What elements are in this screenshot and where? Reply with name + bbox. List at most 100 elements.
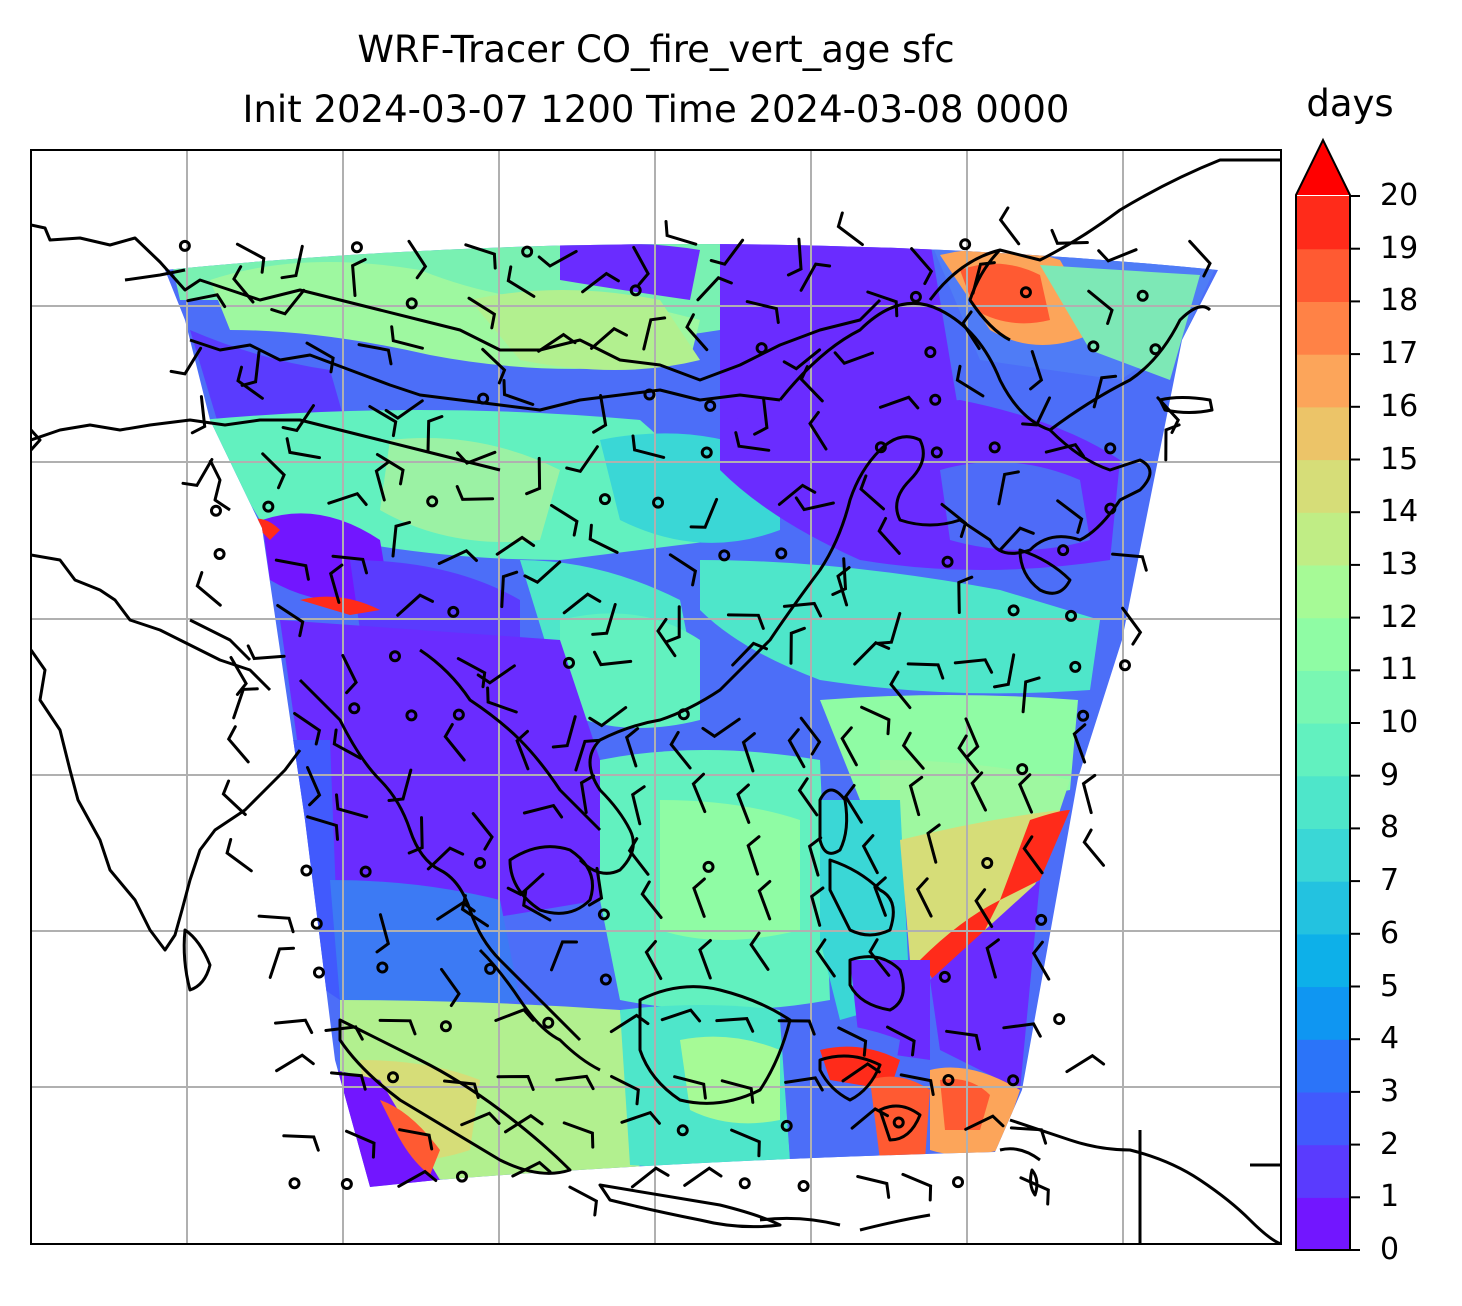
colorbar-band [1296, 459, 1350, 513]
wind-barb [504, 1113, 544, 1134]
calm-wind-circle [405, 709, 418, 722]
wind-barb [232, 265, 255, 304]
wind-barb [734, 431, 771, 452]
colorbar-tick-label: 20 [1380, 178, 1419, 213]
wind-barb [328, 563, 344, 604]
calm-wind-circle [1077, 709, 1090, 722]
wind-barb [332, 728, 363, 760]
wind-barb [555, 1074, 595, 1091]
calm-wind-circle [1087, 340, 1100, 353]
calm-wind-circle [1118, 659, 1131, 672]
plot-title-line-1: WRF-Tracer CO_fire_vert_age sfc [357, 28, 955, 71]
wind-barb [889, 670, 912, 710]
calm-wind-circle [981, 857, 994, 870]
wind-barb [833, 351, 874, 366]
wind-barb [550, 503, 579, 537]
calm-wind-circle [643, 388, 656, 401]
wind-barb [330, 1071, 367, 1091]
wind-barb [908, 775, 924, 817]
wind-barb [331, 554, 368, 575]
calm-wind-circle [563, 656, 576, 669]
calm-wind-circle [386, 1071, 399, 1084]
colorbar-band [1296, 354, 1350, 408]
calm-wind-circle [700, 446, 713, 459]
colorbar-tick-label: 13 [1380, 546, 1419, 582]
wind-barb [293, 712, 322, 746]
wind-barb [397, 1169, 438, 1188]
calm-wind-circle [929, 393, 942, 406]
calm-wind-circle [1136, 289, 1149, 302]
wind-barb [955, 364, 985, 398]
calm-wind-circle [704, 399, 717, 412]
wind-barb [506, 265, 536, 298]
calm-wind-circle [909, 290, 922, 303]
wind-barb [384, 399, 424, 420]
wind-barb [632, 245, 650, 286]
wind-barb [799, 365, 824, 403]
wind-barb [232, 687, 259, 720]
wind-barb [915, 877, 933, 918]
wind-barb [511, 1160, 552, 1178]
wind-barb [592, 394, 608, 434]
wind-barb [476, 664, 516, 685]
wind-barb [859, 474, 885, 511]
calm-wind-circle [676, 1124, 689, 1137]
wind-barb [1065, 1053, 1106, 1074]
wind-barb [537, 332, 577, 353]
wind-barb [1018, 773, 1033, 814]
calm-wind-circle [405, 297, 418, 310]
wind-barb [261, 452, 286, 490]
calm-wind-circle [1035, 913, 1048, 926]
wind-barb [1009, 1126, 1048, 1145]
wind-barb [496, 1074, 535, 1091]
calm-wind-circle [1016, 763, 1029, 776]
wind-barb [970, 771, 987, 812]
wind-barb [500, 570, 519, 609]
calm-wind-circle [938, 970, 951, 983]
colorbar-extend-arrow [1296, 140, 1350, 195]
wind-barb [190, 395, 207, 435]
calm-wind-circle [952, 1176, 965, 1189]
wind-barb [901, 1172, 933, 1202]
wind-barb [426, 846, 465, 871]
calm-wind-circle [1104, 502, 1117, 515]
wind-barb [456, 657, 487, 689]
wind-barb [1044, 442, 1085, 458]
wind-barb [715, 1017, 755, 1033]
colorbar-band [1296, 1091, 1350, 1146]
calm-wind-circle [599, 973, 612, 986]
colorbar-tick-label: 2 [1380, 1126, 1400, 1162]
wind-barb [282, 1134, 320, 1152]
calm-wind-circle [1104, 442, 1117, 455]
wind-barb [997, 470, 1020, 506]
calm-wind-circle [1065, 609, 1078, 622]
wind-barb [186, 293, 227, 309]
wind-barb [345, 1129, 376, 1159]
wind-barb [753, 396, 769, 436]
calm-wind-circle [455, 1170, 468, 1183]
calm-wind-circle [652, 496, 665, 509]
wind-barb [407, 239, 428, 280]
wind-barb [335, 793, 369, 819]
wind-barb [225, 838, 253, 873]
wind-barb [841, 1062, 881, 1083]
wind-barb [698, 939, 712, 980]
wind-barb [1021, 676, 1041, 714]
colorbar-tick-label: 6 [1380, 915, 1400, 951]
colorbar-tick-label: 0 [1380, 1232, 1400, 1267]
wind-barb [957, 734, 980, 774]
calm-wind-circle [359, 865, 372, 878]
calm-wind-circle [677, 708, 690, 721]
wind-barb [644, 940, 663, 980]
wind-barb [669, 730, 692, 770]
wind-barb [1188, 239, 1212, 278]
wind-barb [456, 450, 497, 465]
colorbar-tick-label: 3 [1380, 1073, 1400, 1109]
wind-barb [964, 1114, 1005, 1131]
wind-barb [515, 729, 530, 771]
wind-barb [565, 445, 599, 474]
colorbar-band [1296, 301, 1350, 355]
wind-barb [464, 243, 497, 270]
calm-wind-circle [1007, 1074, 1020, 1087]
wind-barb [460, 894, 489, 928]
